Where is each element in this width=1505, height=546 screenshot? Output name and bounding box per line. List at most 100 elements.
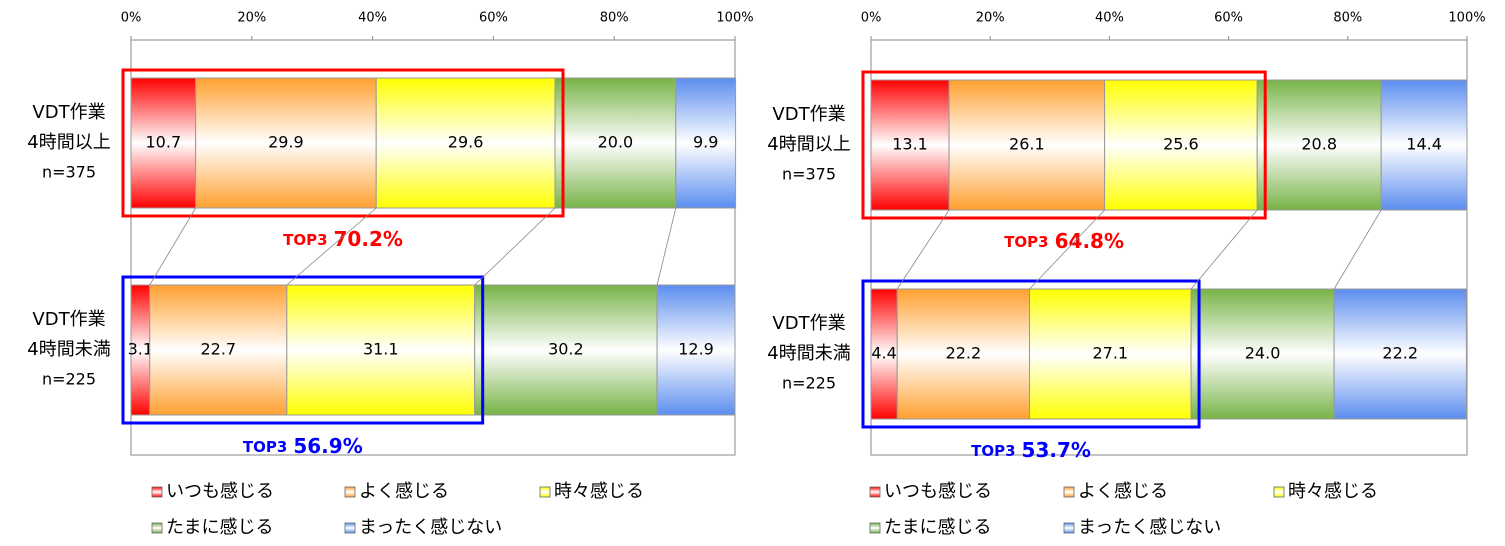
category-label: 4時間未満: [767, 343, 850, 364]
bar-segment: [656, 284, 736, 416]
data-label: 26.1: [1009, 135, 1045, 154]
legend-label: たまに感じる: [166, 517, 273, 538]
top3-box: [121, 68, 565, 218]
data-label: 29.6: [448, 133, 484, 152]
bar-segment: [675, 77, 737, 209]
legend-swatch: [151, 486, 163, 498]
data-label: 3.1: [128, 340, 153, 359]
data-label: 12.9: [678, 340, 714, 359]
data-label: 10.7: [146, 133, 182, 152]
data-label: 14.4: [1406, 135, 1442, 154]
plot-frame: [870, 39, 1468, 456]
connector-line: [149, 207, 196, 286]
x-tick-label: 100%: [1448, 11, 1485, 26]
category-label: n=375: [782, 165, 836, 184]
top3-annotation: TOP3 56.9%: [243, 434, 363, 458]
legend-label: よく感じる: [1078, 481, 1168, 502]
bar-segment: [1380, 79, 1468, 211]
category-label: VDT作業: [32, 102, 105, 123]
legend-label: 時々感じる: [1288, 481, 1378, 502]
legend-swatch: [869, 522, 881, 534]
category-label: 4時間以上: [767, 134, 850, 155]
x-tick-label: 40%: [1095, 11, 1124, 26]
legend-swatch: [344, 486, 356, 498]
legend-swatch: [539, 486, 551, 498]
bar-segment: [554, 77, 677, 209]
data-label: 4.4: [871, 344, 896, 363]
legend-swatch: [1063, 486, 1075, 498]
x-tick-label: 0%: [121, 11, 142, 26]
legend-label: まったく感じない: [359, 517, 502, 538]
top3-value: 64.8%: [1055, 229, 1124, 253]
bar-segment: [195, 77, 377, 209]
bar-segment: [896, 288, 1031, 420]
x-tick-label: 60%: [479, 11, 508, 26]
legend-label: 時々感じる: [554, 481, 644, 502]
x-tick-label: 0%: [861, 11, 882, 26]
legend-swatch: [151, 522, 163, 534]
data-label: 20.8: [1301, 135, 1337, 154]
connector-line: [1029, 209, 1105, 290]
legend-label: たまに感じる: [884, 517, 991, 538]
bar-segment: [870, 288, 898, 420]
x-tick-label: 80%: [600, 11, 629, 26]
category-label: VDT作業: [32, 309, 105, 330]
data-label: 13.1: [892, 135, 928, 154]
data-label: 22.2: [946, 344, 982, 363]
connector-line: [474, 207, 556, 286]
bar-segment: [149, 284, 288, 416]
top3-value: 53.7%: [1022, 438, 1091, 462]
bar-segment: [948, 79, 1106, 211]
top3-annotation: TOP3 70.2%: [283, 227, 403, 251]
data-label: 29.9: [268, 133, 304, 152]
bar-segment: [1029, 288, 1192, 420]
data-label: 9.9: [693, 133, 718, 152]
bar-segment: [1190, 288, 1335, 420]
x-tick-label: 60%: [1214, 11, 1243, 26]
category-label: 4時間以上: [27, 132, 110, 153]
bar-segment: [286, 284, 476, 416]
top3-label: TOP3: [1004, 233, 1048, 251]
data-label: 25.6: [1163, 135, 1199, 154]
bar-segment: [1256, 79, 1382, 211]
bar-segment: [870, 79, 950, 211]
plot-frame: [130, 39, 736, 456]
data-label: 22.2: [1382, 344, 1418, 363]
x-tick-label: 20%: [976, 11, 1005, 26]
connector-line: [1190, 209, 1258, 290]
top3-value: 70.2%: [334, 227, 403, 251]
data-label: 22.7: [200, 340, 236, 359]
top3-label: TOP3: [243, 438, 287, 456]
legend-swatch: [869, 486, 881, 498]
legend-swatch: [1273, 486, 1285, 498]
top3-box: [121, 275, 485, 425]
top3-box: [861, 70, 1267, 220]
legend-swatch: [1063, 522, 1075, 534]
x-tick-label: 80%: [1333, 11, 1362, 26]
data-label: 30.2: [548, 340, 584, 359]
connector-line: [896, 209, 950, 290]
data-label: 24.0: [1245, 344, 1281, 363]
bar-segment: [474, 284, 658, 416]
connector-line: [656, 207, 677, 286]
top3-annotation: TOP3 53.7%: [971, 438, 1091, 462]
x-tick-label: 20%: [237, 11, 266, 26]
x-tick-label: 100%: [716, 11, 753, 26]
legend-label: よく感じる: [359, 481, 449, 502]
bar-segment: [1333, 288, 1467, 420]
category-label: n=225: [42, 370, 96, 389]
top3-box: [861, 279, 1201, 429]
legend-label: いつも感じる: [166, 481, 274, 502]
data-label: 31.1: [363, 340, 399, 359]
category-label: n=225: [782, 374, 836, 393]
category-label: VDT作業: [772, 313, 845, 334]
connector-line: [286, 207, 377, 286]
category-label: n=375: [42, 163, 96, 182]
data-label: 27.1: [1092, 344, 1128, 363]
category-label: VDT作業: [772, 104, 845, 125]
bar-segment: [375, 77, 556, 209]
connector-line: [1333, 209, 1382, 290]
legend-label: まったく感じない: [1078, 517, 1221, 538]
top3-value: 56.9%: [293, 434, 362, 458]
data-label: 20.0: [598, 133, 634, 152]
